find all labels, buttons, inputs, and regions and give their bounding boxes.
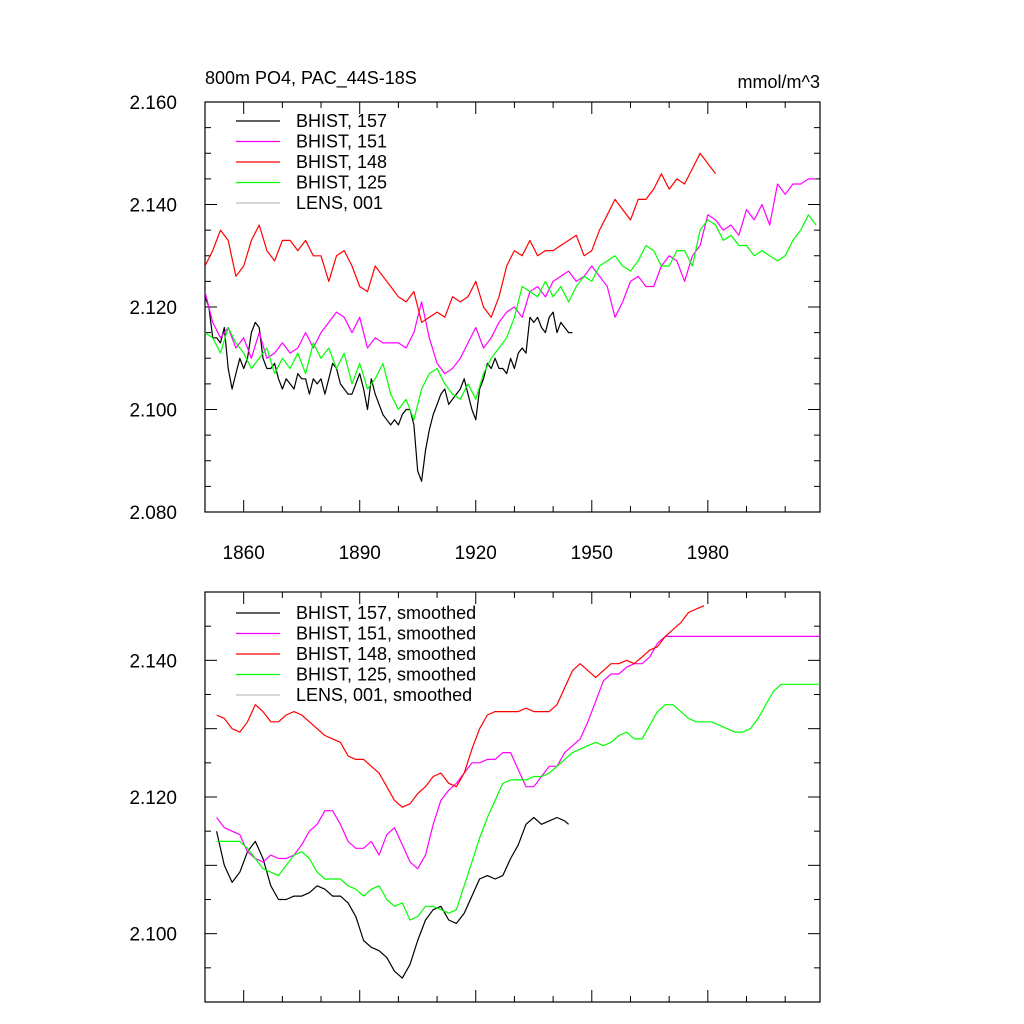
series-line-bhist-157-smoothed xyxy=(216,816,569,979)
series-group xyxy=(205,152,817,482)
y-tick-label: 2.100 xyxy=(129,401,177,422)
series-line-bhist-125-smoothed xyxy=(216,683,820,921)
x-tick-label: 1950 xyxy=(571,543,613,564)
legend-label: BHIST, 151, smoothed xyxy=(296,624,476,644)
legend-label: BHIST, 125 xyxy=(296,173,387,193)
y-tick-label: 2.080 xyxy=(129,503,177,524)
legend-label: BHIST, 148 xyxy=(296,152,387,172)
y-tick-label: 2.120 xyxy=(129,298,177,319)
legend-label: LENS, 001 xyxy=(296,193,383,213)
x-tick-label: 1920 xyxy=(455,543,497,564)
x-tick-label: 1860 xyxy=(223,543,265,564)
series-line-bhist-151-smoothed xyxy=(216,635,820,870)
x-tick-label: 1890 xyxy=(339,543,381,564)
units-label: mmol/m^3 xyxy=(738,72,820,92)
y-tick-label: 2.140 xyxy=(129,196,177,217)
series-line-bhist-148-smoothed xyxy=(216,605,705,808)
series-line-bhist-148 xyxy=(205,152,717,323)
top-panel: 2.080 2.100 2.120 2.140 2.160 1860 1890 1920 195… xyxy=(129,68,821,564)
y-tick-label: 2.120 xyxy=(129,788,177,809)
legend-label: BHIST, 125, smoothed xyxy=(296,665,476,685)
legend-label: BHIST, 157 xyxy=(296,111,387,131)
series-line-bhist-151 xyxy=(205,178,817,375)
legend-label: LENS, 001, smoothed xyxy=(296,685,472,705)
y-tick-label: 2.140 xyxy=(129,651,177,672)
chart-title: 800m PO4, PAC_44S-18S xyxy=(205,68,417,89)
y-tick-label: 2.100 xyxy=(129,925,177,946)
legend-label: BHIST, 148, smoothed xyxy=(296,644,476,664)
series-group xyxy=(216,605,820,979)
legend-label: BHIST, 157, smoothed xyxy=(296,603,476,623)
legend-label: BHIST, 151 xyxy=(296,132,387,152)
series-line-bhist-157 xyxy=(205,296,573,482)
series-line-bhist-125 xyxy=(205,214,817,421)
y-tick-label: 2.160 xyxy=(129,93,177,114)
x-tick-label: 1980 xyxy=(687,543,729,564)
